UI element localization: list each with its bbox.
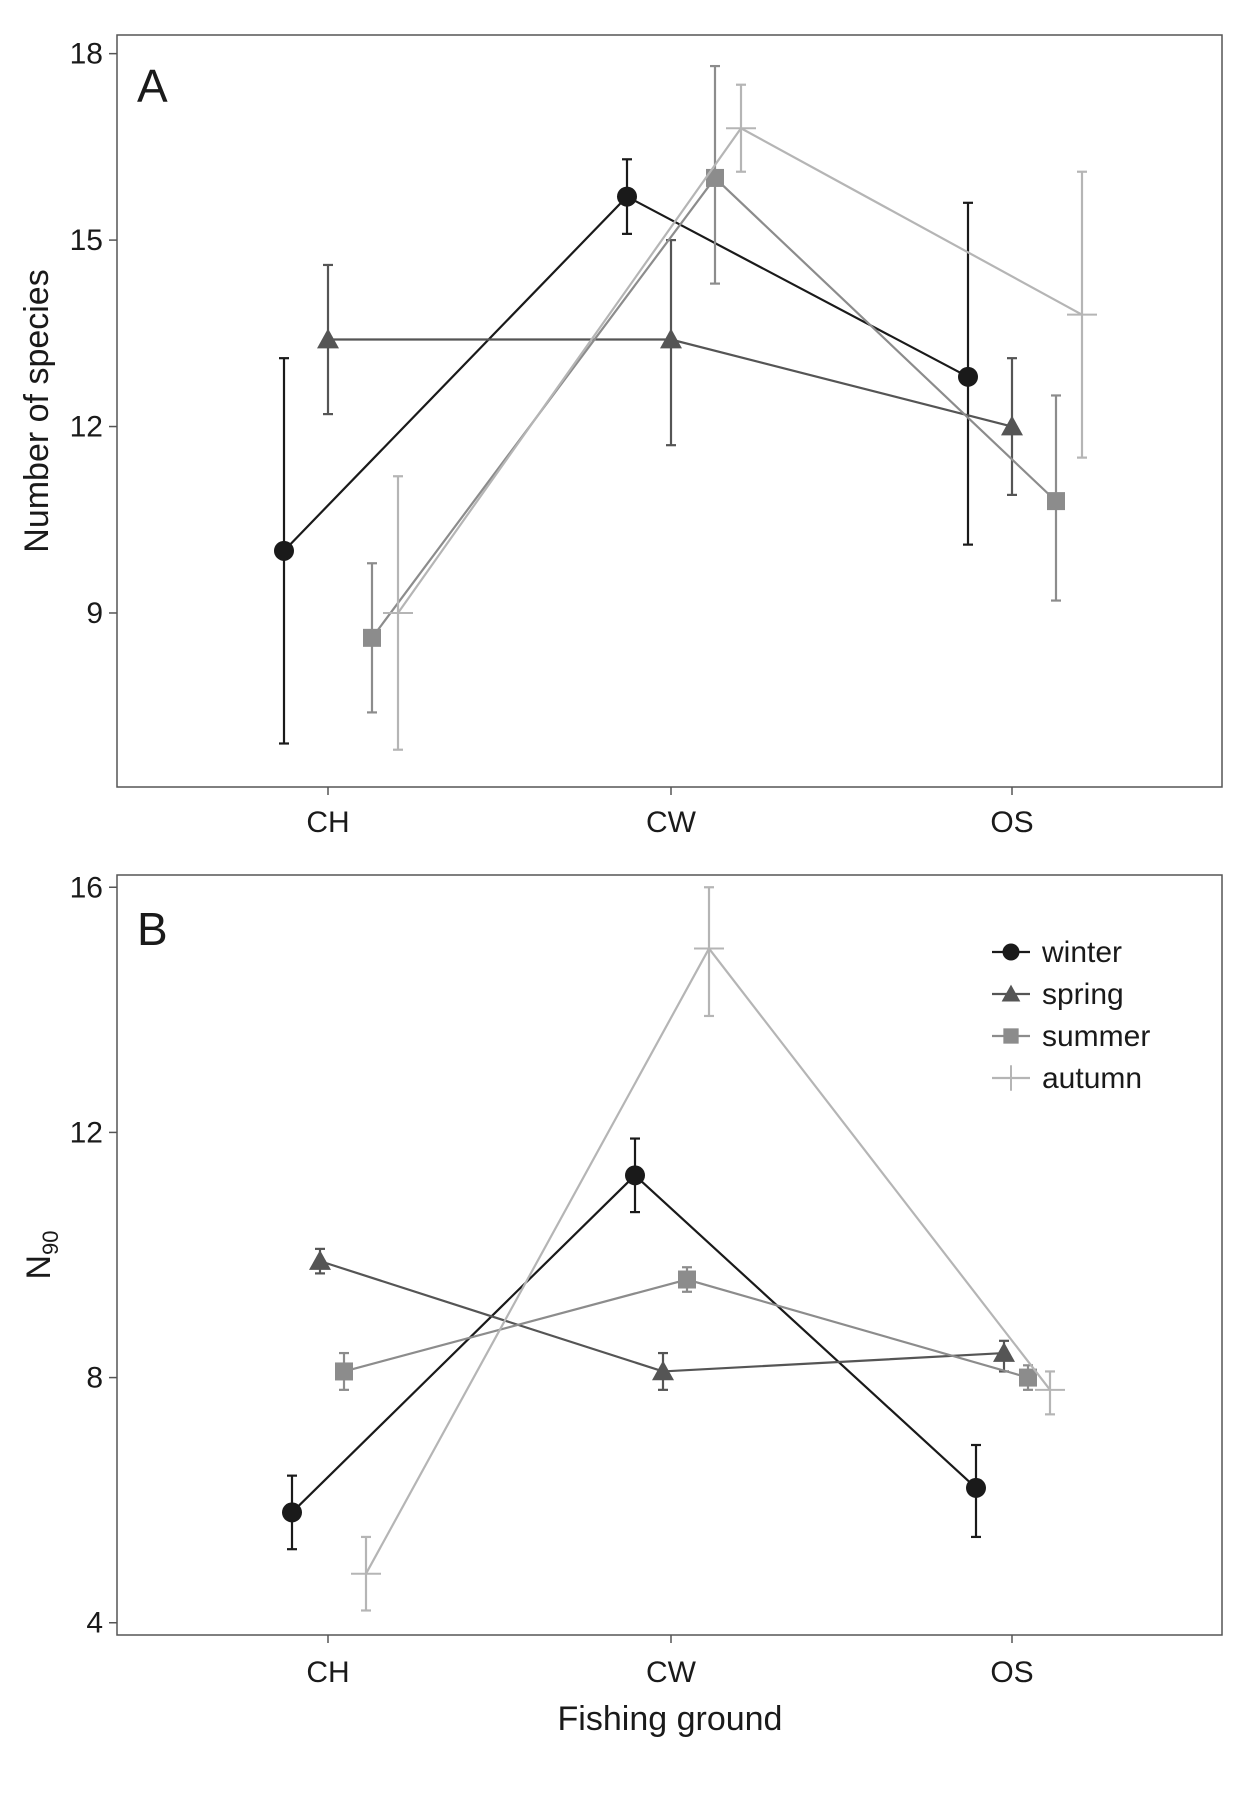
legend-marker-autumn <box>998 1065 1024 1091</box>
legend-label-summer: summer <box>1042 1020 1150 1053</box>
panel-a: 9 12 15 18 CH CW OS A Number of species <box>18 34 1223 839</box>
panel-a-point-summer <box>706 168 724 187</box>
panel-b-plot-area <box>116 874 1223 1636</box>
panel-a-y-tick-label: 12 <box>70 411 103 444</box>
panel-b-x-axis: CH CW OS <box>306 1635 1034 1689</box>
panel-b-x-axis-title: Fishing ground <box>558 1700 783 1738</box>
panel-b-y-tick-label: 8 <box>86 1362 103 1395</box>
panel-b-y-tick-label: 4 <box>86 1607 103 1640</box>
panel-b-series <box>282 886 1065 1612</box>
panel-b-x-tick-label: CW <box>646 1656 697 1689</box>
panel-a-point-spring <box>1001 415 1023 436</box>
legend-item-winter: winter <box>992 936 1122 969</box>
panel-b-point-winter <box>282 1502 302 1523</box>
legend-marker-summer <box>1003 1028 1019 1044</box>
panel-b-point-spring <box>652 1360 674 1381</box>
panel-b-point-autumn <box>351 1558 381 1589</box>
panel-a-x-tick-label: OS <box>990 806 1033 839</box>
panel-b-point-spring <box>309 1250 331 1270</box>
panel-b-series-autumn <box>351 886 1065 1612</box>
panel-b-y-axis: 4 8 12 16 <box>70 871 117 1640</box>
panel-a-series-spring <box>317 238 1023 497</box>
panel-a-point-autumn <box>1067 299 1097 330</box>
panel-b-series-spring <box>309 1247 1015 1391</box>
panel-a-x-axis: CH CW OS <box>306 787 1034 839</box>
legend-item-spring: spring <box>992 978 1124 1011</box>
panel-b-point-summer <box>678 1270 696 1289</box>
panel-a-plot-area <box>116 34 1223 788</box>
panel-a-x-tick-label: CW <box>646 806 697 839</box>
legend-label-winter: winter <box>1041 936 1122 969</box>
legend-marker-winter <box>1002 943 1020 961</box>
legend-label-autumn: autumn <box>1042 1062 1142 1095</box>
panel-a-label: A <box>137 60 168 112</box>
panel-b-point-spring <box>993 1342 1015 1362</box>
legend-item-autumn: autumn <box>992 1062 1142 1095</box>
panel-a-series-autumn <box>383 83 1097 751</box>
panel-b-point-autumn <box>694 933 724 964</box>
panel-b: 4 8 12 16 CH CW OS B N90 Fishing ground winte… <box>20 871 1223 1738</box>
panel-b-y-tick-label: 16 <box>70 871 103 904</box>
panel-a-y-axis-title: Number of species <box>18 269 56 552</box>
panel-a-point-winter <box>617 186 637 207</box>
panel-b-point-winter <box>625 1165 645 1186</box>
panel-b-x-tick-label: OS <box>990 1656 1033 1689</box>
panel-a-point-summer <box>1047 492 1065 511</box>
panel-b-series-winter <box>282 1137 986 1551</box>
legend-item-summer: summer <box>992 1020 1150 1053</box>
panel-b-point-winter <box>966 1477 986 1498</box>
panel-b-label: B <box>137 903 168 955</box>
panel-a-point-winter <box>274 540 294 561</box>
panel-b-point-autumn <box>1035 1374 1065 1405</box>
panel-a-point-summer <box>363 628 381 647</box>
panel-b-point-summer <box>1019 1368 1037 1387</box>
panel-a-point-spring <box>660 328 682 349</box>
panel-a-series-summer <box>363 64 1065 714</box>
panel-b-point-summer <box>335 1362 353 1381</box>
panel-a-point-autumn <box>726 113 756 144</box>
panel-b-y-axis-title-subscript: 90 <box>38 1230 63 1254</box>
panel-a-point-autumn <box>383 597 413 628</box>
panel-b-y-tick-label: 12 <box>70 1116 103 1149</box>
panel-a-point-winter <box>958 366 978 387</box>
legend-label-spring: spring <box>1042 978 1124 1011</box>
panel-a-y-tick-label: 18 <box>70 38 103 71</box>
panel-b-x-tick-label: CH <box>306 1656 349 1689</box>
panel-a-x-tick-label: CH <box>306 806 349 839</box>
panel-a-point-spring <box>317 328 339 349</box>
panel-b-y-axis-title: N90 <box>20 1230 63 1279</box>
panel-b-y-axis-title-main: N <box>20 1255 58 1280</box>
panel-a-series <box>274 64 1097 751</box>
legend-marker-spring <box>1001 984 1021 1002</box>
panel-a-y-tick-label: 9 <box>86 597 103 630</box>
panel-a-y-axis: 9 12 15 18 <box>70 38 117 630</box>
legend: winter spring summer autumn <box>992 936 1150 1095</box>
panel-a-series-winter <box>274 158 978 745</box>
panel-a-y-tick-label: 15 <box>70 224 103 257</box>
